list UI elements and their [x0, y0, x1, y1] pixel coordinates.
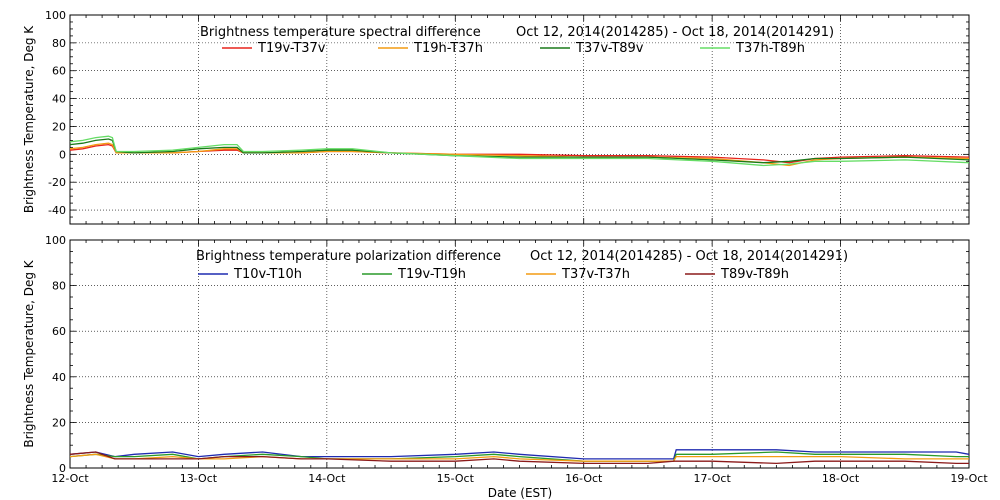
series-line [69, 449, 970, 460]
series-line [69, 451, 969, 465]
series-line [69, 135, 970, 167]
x-tick-label: 14-Oct [308, 472, 346, 485]
x-tick-label: 13-Oct [180, 472, 218, 485]
legend-label: T37h-T89h [735, 41, 805, 56]
x-axis-label: Date (EST) [488, 486, 552, 500]
legend-label: T19v-T37v [257, 41, 326, 56]
y-tick-label: 20 [52, 416, 66, 429]
y-tick-label: -40 [48, 204, 66, 217]
series-line [69, 142, 970, 167]
panel-title: Brightness temperature polarization diff… [196, 249, 501, 264]
legend-label: T19h-T37h [413, 41, 483, 56]
x-tick-label: 15-Oct [437, 472, 475, 485]
x-tick-label: 18-Oct [822, 472, 860, 485]
y-tick-label: 60 [52, 325, 66, 338]
y-tick-label: 0 [59, 462, 66, 475]
y-tick-label: 40 [52, 371, 66, 384]
legend-label: T19v-T19h [397, 267, 466, 282]
y-tick-label: 20 [52, 120, 66, 133]
y-tick-label: 40 [52, 93, 66, 106]
polarization-difference-panel: Brightness temperature polarization diff… [22, 234, 988, 500]
date-range: Oct 12, 2014(2014285) - Oct 18, 2014(201… [516, 25, 834, 40]
y-tick-label: 0 [59, 148, 66, 161]
legend-label: T37v-T37h [561, 267, 630, 282]
legend-label: T37v-T89v [575, 41, 644, 56]
spectral-difference-panel: Brightness temperature spectral differen… [22, 9, 970, 225]
series-line [69, 453, 969, 462]
legend-label: T89v-T89h [720, 267, 789, 282]
x-tick-label: 16-Oct [565, 472, 603, 485]
x-tick-label: 17-Oct [693, 472, 731, 485]
date-range: Oct 12, 2014(2014285) - Oct 18, 2014(201… [530, 249, 848, 264]
x-tick-label: 19-Oct [950, 472, 988, 485]
legend-label: T10v-T10h [233, 267, 302, 282]
y-tick-label: 80 [52, 37, 66, 50]
y-tick-label: 80 [52, 280, 66, 293]
y-tick-label: -20 [48, 176, 66, 189]
y-tick-label: 60 [52, 65, 66, 78]
x-tick-label: 12-Oct [51, 472, 89, 485]
y-axis-label: Brightness Temperature, Deg K [22, 259, 36, 447]
y-tick-label: 100 [45, 234, 66, 247]
panel-title: Brightness temperature spectral differen… [200, 25, 481, 40]
plot-frame [69, 14, 970, 225]
series-line [69, 451, 969, 462]
y-axis-label: Brightness Temperature, Deg K [22, 25, 36, 213]
y-tick-label: 100 [45, 9, 66, 22]
